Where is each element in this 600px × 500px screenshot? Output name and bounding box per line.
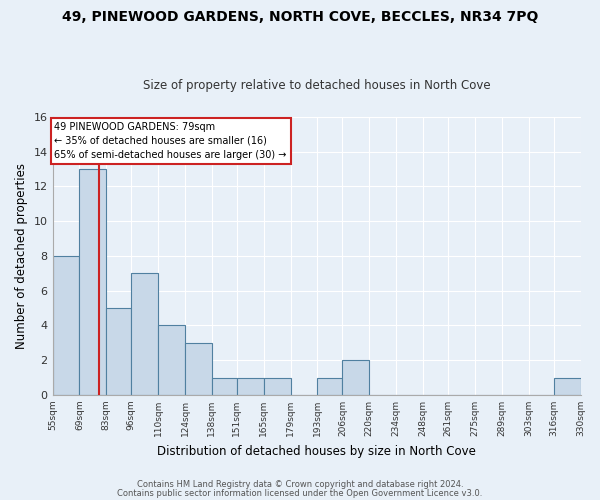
Text: 49 PINEWOOD GARDENS: 79sqm
← 35% of detached houses are smaller (16)
65% of semi: 49 PINEWOOD GARDENS: 79sqm ← 35% of deta… bbox=[55, 122, 287, 160]
Bar bbox=[317, 378, 343, 395]
Bar bbox=[237, 378, 264, 395]
Bar bbox=[53, 256, 79, 395]
X-axis label: Distribution of detached houses by size in North Cove: Distribution of detached houses by size … bbox=[157, 444, 476, 458]
Bar bbox=[185, 343, 212, 395]
Text: Contains public sector information licensed under the Open Government Licence v3: Contains public sector information licen… bbox=[118, 488, 482, 498]
Y-axis label: Number of detached properties: Number of detached properties bbox=[15, 163, 28, 349]
Bar bbox=[554, 378, 581, 395]
Text: 49, PINEWOOD GARDENS, NORTH COVE, BECCLES, NR34 7PQ: 49, PINEWOOD GARDENS, NORTH COVE, BECCLE… bbox=[62, 10, 538, 24]
Bar bbox=[131, 273, 158, 395]
Bar bbox=[264, 378, 290, 395]
Title: Size of property relative to detached houses in North Cove: Size of property relative to detached ho… bbox=[143, 79, 490, 92]
Bar bbox=[158, 326, 185, 395]
Bar bbox=[106, 308, 131, 395]
Text: Contains HM Land Registry data © Crown copyright and database right 2024.: Contains HM Land Registry data © Crown c… bbox=[137, 480, 463, 489]
Bar bbox=[212, 378, 237, 395]
Bar bbox=[343, 360, 370, 395]
Bar bbox=[79, 169, 106, 395]
